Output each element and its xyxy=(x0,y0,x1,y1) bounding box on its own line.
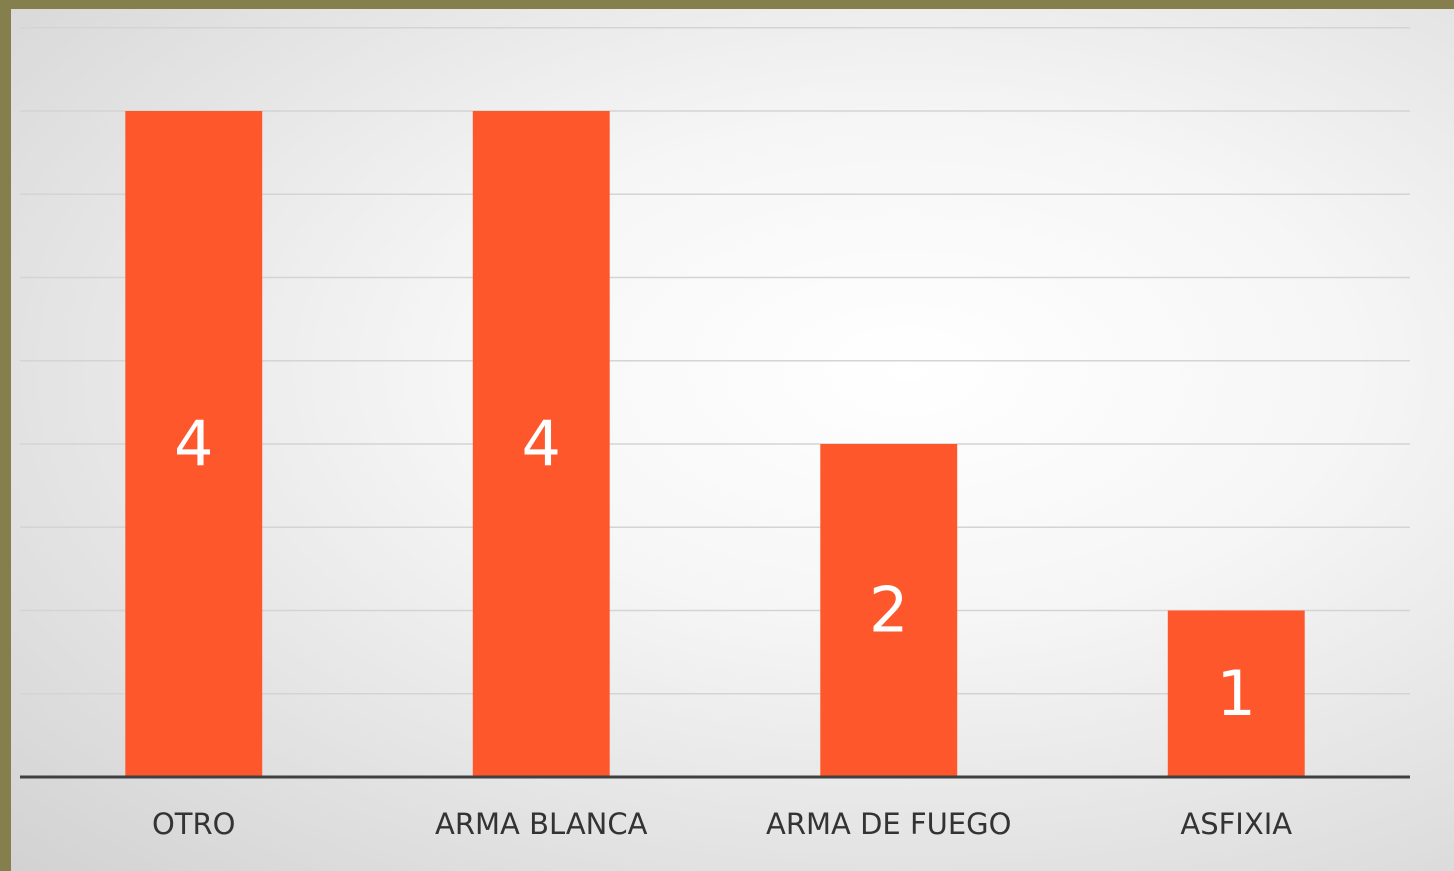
bar xyxy=(1167,610,1305,777)
x-tick-label: ASFIXIA xyxy=(1180,807,1292,841)
data-label: 4 xyxy=(174,407,213,480)
x-tick-label: OTRO xyxy=(152,807,236,841)
bar xyxy=(820,444,958,777)
x-tick-label: ARMA DE FUEGO xyxy=(766,807,1011,841)
bar xyxy=(472,111,610,777)
data-label: 1 xyxy=(1217,657,1256,730)
x-tick-label: ARMA BLANCA xyxy=(435,807,648,841)
data-label: 4 xyxy=(522,407,561,480)
bar xyxy=(125,111,263,777)
data-label: 2 xyxy=(869,574,908,647)
